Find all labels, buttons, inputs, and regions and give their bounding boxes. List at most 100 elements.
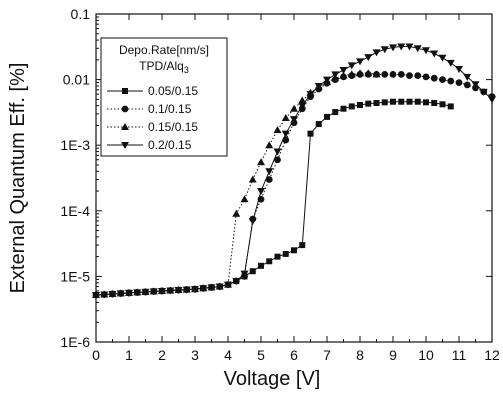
- data-point: [249, 268, 256, 275]
- data-point: [133, 289, 142, 297]
- y-tick-label: 1E-4: [60, 203, 90, 219]
- data-point: [406, 72, 413, 80]
- data-point: [224, 281, 232, 289]
- x-tick-label: 1: [125, 347, 133, 363]
- y-tick-label: 1E-6: [60, 334, 90, 350]
- data-point: [372, 70, 381, 78]
- data-point: [240, 270, 249, 278]
- series-4: [92, 43, 496, 300]
- data-point: [232, 209, 241, 217]
- data-point: [324, 113, 330, 120]
- data-point: [414, 72, 422, 80]
- data-point: [471, 81, 480, 89]
- data-point: [306, 91, 315, 99]
- data-point: [340, 105, 347, 112]
- legend-box: [100, 37, 228, 157]
- data-point: [298, 102, 307, 110]
- data-point: [389, 44, 397, 52]
- data-point: [348, 103, 355, 110]
- legend-label: 0.15/0.15: [148, 120, 198, 134]
- data-point: [274, 156, 281, 164]
- plot-area: [92, 43, 496, 300]
- data-point: [356, 58, 364, 66]
- data-point: [182, 286, 191, 294]
- data-point: [258, 262, 264, 269]
- x-tick-label: 2: [158, 347, 166, 363]
- data-point: [430, 74, 438, 82]
- data-point: [372, 49, 381, 57]
- data-point: [108, 290, 117, 298]
- data-point: [332, 109, 339, 116]
- data-point: [257, 158, 265, 166]
- data-point: [455, 66, 463, 74]
- x-tick-label: 6: [290, 347, 298, 363]
- data-point: [381, 71, 389, 78]
- legend-entries: 0.05/0.15 0.1/0.15 0.15/0.15 0.2/0.15: [107, 84, 198, 152]
- legend-marker: [121, 105, 129, 113]
- data-point: [397, 71, 405, 78]
- data-point: [273, 126, 282, 134]
- data-point: [422, 73, 430, 81]
- y-tick-label: 0.01: [63, 72, 90, 88]
- data-point: [364, 69, 373, 77]
- data-point: [149, 288, 158, 296]
- data-point: [265, 141, 274, 149]
- data-point: [446, 59, 455, 67]
- data-point: [447, 103, 454, 110]
- data-point: [397, 43, 406, 51]
- data-point: [373, 99, 380, 106]
- data-point: [281, 130, 290, 138]
- data-point: [455, 79, 463, 87]
- data-point: [248, 175, 257, 183]
- x-tick-label: 3: [191, 347, 199, 363]
- data-point: [199, 285, 208, 293]
- data-point: [438, 54, 447, 62]
- data-point: [339, 71, 348, 79]
- x-tick-label: 0: [92, 347, 100, 363]
- data-point: [331, 71, 340, 79]
- data-point: [339, 67, 348, 75]
- data-point: [347, 70, 356, 78]
- legend-label: 0.1/0.15: [148, 102, 192, 116]
- data-point: [257, 188, 265, 196]
- data-point: [248, 217, 257, 225]
- data-point: [405, 43, 414, 51]
- legend-title-line1: Depo.Rate[nm/s]: [119, 43, 209, 57]
- data-point: [365, 100, 372, 107]
- data-point: [174, 287, 183, 295]
- data-point: [413, 45, 422, 53]
- data-point: [299, 242, 306, 249]
- x-tick-label: 8: [356, 347, 364, 363]
- data-point: [381, 99, 388, 106]
- data-point: [158, 287, 166, 295]
- data-point: [315, 121, 322, 128]
- data-point: [281, 113, 290, 121]
- data-point: [265, 176, 273, 183]
- data-point: [166, 287, 175, 295]
- data-point: [364, 54, 373, 62]
- x-tick-label: 7: [323, 347, 331, 363]
- data-point: [414, 98, 421, 105]
- data-point: [125, 289, 133, 297]
- data-point: [307, 130, 314, 137]
- data-point: [265, 168, 274, 176]
- data-point: [357, 102, 363, 109]
- data-point: [100, 291, 109, 299]
- data-point: [290, 104, 298, 112]
- data-point: [463, 81, 471, 89]
- data-point: [380, 46, 389, 54]
- data-point: [439, 76, 446, 83]
- x-tick-label: 11: [452, 347, 467, 363]
- data-point: [463, 73, 472, 81]
- data-point: [207, 284, 216, 292]
- data-point: [266, 258, 273, 265]
- legend-label: 0.2/0.15: [148, 138, 192, 152]
- data-point: [116, 290, 125, 298]
- data-point: [232, 278, 241, 286]
- x-tick-label: 9: [389, 347, 397, 363]
- data-point: [356, 69, 364, 77]
- legend-label: 0.05/0.15: [148, 84, 198, 98]
- data-point: [389, 71, 397, 78]
